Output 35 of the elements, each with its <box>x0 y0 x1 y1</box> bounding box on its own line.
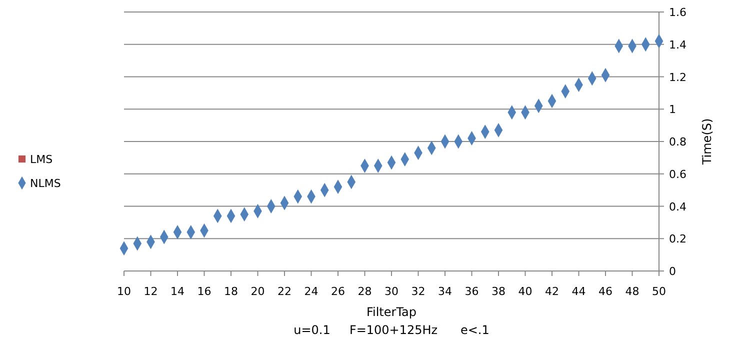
y-tick-label: 0.6 <box>669 168 686 181</box>
x-tick-label: 38 <box>492 285 506 298</box>
x-tick-label: 12 <box>144 285 158 298</box>
y-tick-label: 0.4 <box>669 200 686 214</box>
legend-label: NLMS <box>30 177 61 190</box>
x-tick-label: 30 <box>384 285 398 298</box>
y-tick-label: 1.2 <box>669 70 686 84</box>
x-axis-title: FilterTap <box>366 305 417 319</box>
y-tick-label: 0.2 <box>669 232 686 246</box>
x-tick-label: 26 <box>331 285 345 298</box>
text: u=0.1 F=100+125Hz e<.1 <box>294 323 490 337</box>
x-tick-label: 34 <box>438 285 452 298</box>
x-tick-label: 18 <box>224 285 238 298</box>
x-tick-label: 44 <box>572 285 586 298</box>
y-tick-label: 1.4 <box>669 38 686 52</box>
x-tick-label: 20 <box>250 285 265 298</box>
y-tick-label: 0 <box>669 265 676 278</box>
x-tick-label: 14 <box>170 285 184 298</box>
x-tick-label: 40 <box>518 285 532 298</box>
y-tick-label: 1 <box>669 103 676 116</box>
x-tick-label: 36 <box>464 285 479 298</box>
x-tick-label: 10 <box>117 285 131 298</box>
x-tick-label: 42 <box>545 285 559 298</box>
x-tick-label: 22 <box>278 285 292 298</box>
legend-label: LMS <box>30 153 53 166</box>
x-tick-label: 50 <box>652 285 666 298</box>
x-tick-label: 16 <box>197 285 212 298</box>
x-tick-label: 46 <box>598 285 612 298</box>
y-tick-label: 0.8 <box>669 136 686 148</box>
x-tick-label: 32 <box>411 285 426 298</box>
y-axis-title: Time(S) <box>700 118 714 166</box>
x-tick-label: 48 <box>625 285 640 298</box>
x-tick-label: 24 <box>304 285 318 298</box>
x-tick-label: 28 <box>358 285 372 298</box>
y-tick-label: 1.6 <box>669 6 686 19</box>
